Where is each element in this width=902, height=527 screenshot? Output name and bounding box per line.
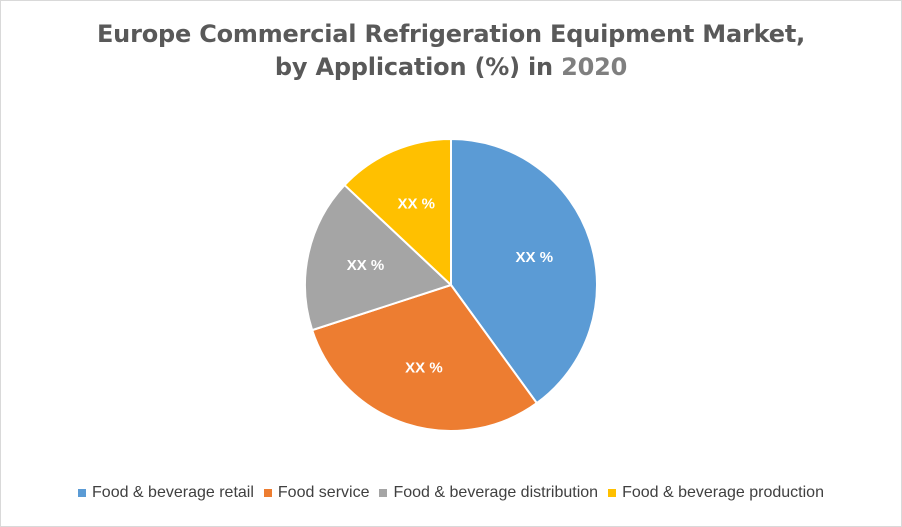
- chart-title-line-2: by Application (%) in 2020: [0, 51, 902, 84]
- legend-swatch: [263, 489, 272, 497]
- legend-label: Food & beverage production: [622, 484, 824, 501]
- pie-slice-4: [343, 138, 452, 286]
- chart-title: Europe Commercial Refrigeration Equipmen…: [0, 18, 902, 84]
- pie-slice-1: [450, 138, 598, 405]
- legend: Food & beverage retail Food service Food &…: [0, 484, 902, 502]
- legend-swatch: [78, 489, 87, 497]
- chart-title-line-1: Europe Commercial Refrigeration Equipmen…: [96, 20, 806, 48]
- legend-label: Food & beverage retail: [92, 484, 254, 501]
- pie-slice-3: [304, 184, 452, 332]
- slice-data-label-1: XX %: [516, 249, 554, 266]
- slice-data-label-3: XX %: [347, 257, 385, 274]
- chart-title-text: by Application (%) in: [274, 53, 553, 81]
- legend-swatch: [608, 489, 617, 497]
- legend-item-4: Food & beverage production: [608, 484, 824, 502]
- legend-item-3: Food & beverage distribution: [379, 484, 598, 502]
- chart-title-year: 2020: [561, 53, 628, 81]
- slice-data-label-4: XX %: [397, 196, 435, 213]
- legend-label: Food service: [277, 484, 370, 501]
- legend-swatch: [379, 489, 388, 497]
- legend-label: Food & beverage distribution: [393, 484, 599, 501]
- pie-slice-2: [311, 284, 538, 432]
- legend-item-2: Food service: [263, 484, 370, 502]
- legend-item-1: Food & beverage retail: [78, 484, 254, 502]
- slice-data-label-2: XX %: [405, 359, 443, 376]
